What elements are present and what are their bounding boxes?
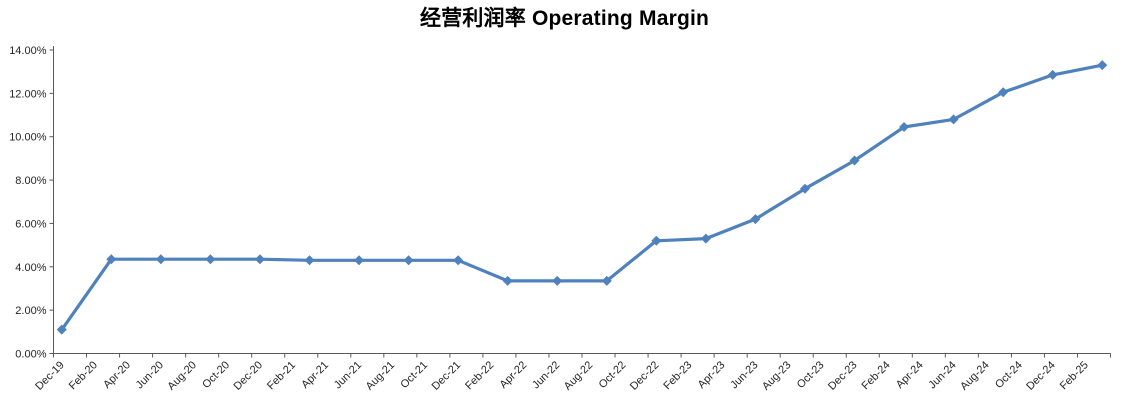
data-point-marker	[1047, 69, 1058, 80]
data-point-marker	[601, 275, 612, 286]
x-tick-label: Feb-22	[463, 359, 496, 392]
y-tick-label: 10.00%	[9, 132, 47, 144]
data-point-marker	[948, 114, 959, 125]
x-tick-label: Apr-24	[894, 359, 926, 391]
series-line	[60, 63, 1104, 332]
x-tick-label: Feb-23	[661, 359, 694, 392]
x-tick-label: Feb-21	[265, 359, 298, 392]
x-tick-label: Oct-20	[200, 359, 232, 391]
y-tick-label: 14.00%	[9, 45, 47, 57]
data-point-marker	[1097, 60, 1108, 71]
x-tick-label: Aug-24	[958, 359, 992, 393]
x-tick-label: Jun-21	[332, 359, 364, 391]
data-point-marker	[700, 233, 711, 244]
data-point-marker	[502, 275, 513, 286]
data-point-marker	[552, 275, 563, 286]
x-tick-label: Apr-23	[696, 359, 728, 391]
x-tick-label: Apr-20	[101, 359, 133, 391]
y-tick-label: 6.00%	[15, 218, 46, 230]
x-tick-label: Dec-19	[33, 359, 67, 393]
x-tick-label: Dec-20	[232, 359, 266, 393]
x-tick-label: Jun-20	[134, 359, 166, 391]
x-tick-label: Oct-21	[398, 359, 430, 391]
y-tick-label: 8.00%	[15, 175, 46, 187]
x-tick-label: Dec-22	[628, 359, 662, 393]
y-tick-label: 12.00%	[9, 88, 47, 100]
x-tick-label: Oct-24	[993, 359, 1025, 391]
chart-title: 经营利润率 Operating Margin	[419, 7, 710, 30]
data-point-marker	[998, 87, 1009, 98]
data-point-marker	[849, 155, 860, 166]
data-point-marker	[651, 235, 662, 246]
x-tick-label: Feb-20	[67, 359, 100, 392]
x-tick-label: Dec-21	[430, 359, 464, 393]
x-tick-label: Aug-21	[364, 359, 398, 393]
x-tick-label: Apr-22	[497, 359, 529, 391]
data-point-marker	[155, 254, 166, 265]
y-tick-label: 0.00%	[15, 349, 46, 361]
x-tick-label: Oct-23	[795, 359, 827, 391]
data-point-marker	[254, 254, 265, 265]
data-point-marker	[56, 324, 67, 335]
data-point-marker	[799, 183, 810, 194]
x-tick-label: Jun-22	[530, 359, 562, 391]
data-point-marker	[899, 121, 910, 132]
x-tick-label: Feb-25	[1058, 359, 1091, 392]
y-tick-label: 4.00%	[15, 262, 46, 274]
y-tick-label: 2.00%	[15, 305, 46, 317]
data-point-marker	[205, 254, 216, 265]
data-point-marker	[453, 255, 464, 266]
x-tick-label: Jun-23	[728, 359, 760, 391]
x-tick-label: Dec-23	[826, 359, 860, 393]
data-point-marker	[354, 255, 365, 266]
data-point-marker	[106, 254, 117, 265]
data-point-marker	[750, 214, 761, 225]
x-tick-label: Feb-24	[860, 359, 893, 392]
x-tick-label: Dec-24	[1024, 359, 1058, 393]
x-tick-label: Aug-22	[562, 359, 596, 393]
x-tick-label: Apr-21	[299, 359, 331, 391]
x-tick-label: Aug-23	[760, 359, 794, 393]
data-point-marker	[403, 255, 414, 266]
x-tick-label: Aug-20	[165, 359, 199, 393]
data-point-marker	[304, 255, 315, 266]
x-tick-label: Jun-24	[926, 359, 958, 391]
x-tick-label: Oct-22	[597, 359, 629, 391]
